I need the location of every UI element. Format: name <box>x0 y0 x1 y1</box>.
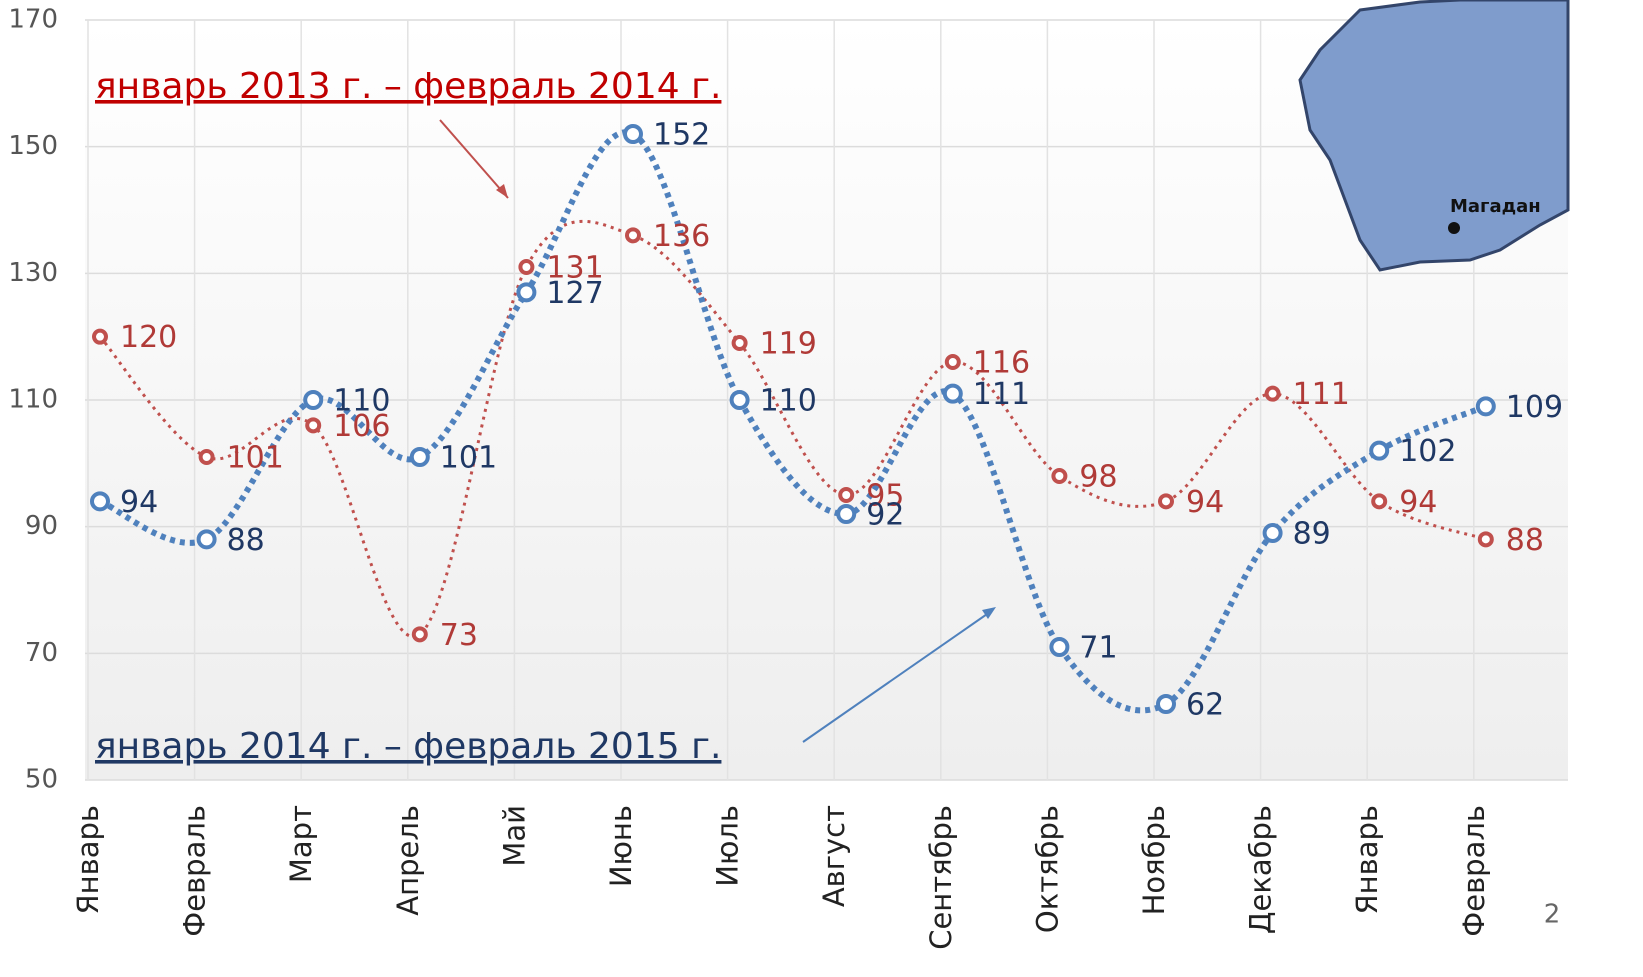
data-point <box>1480 533 1492 545</box>
x-tick-label: Март <box>284 805 318 883</box>
data-label: 110 <box>333 384 390 419</box>
data-point <box>945 386 961 402</box>
x-tick-label: Август <box>817 805 851 907</box>
data-point <box>840 489 852 501</box>
data-label: 120 <box>120 320 177 355</box>
data-point <box>1051 639 1067 655</box>
x-tick-label: Январь <box>1350 805 1384 914</box>
y-tick-label: 130 <box>8 258 58 288</box>
x-tick-label: Сентябрь <box>924 805 958 950</box>
data-label: 71 <box>1079 631 1117 666</box>
data-point <box>1265 525 1281 541</box>
data-point <box>520 261 532 273</box>
data-label: 102 <box>1399 434 1456 469</box>
data-point <box>625 126 641 142</box>
data-point <box>732 392 748 408</box>
y-tick-label: 150 <box>8 131 58 161</box>
data-label: 111 <box>973 377 1030 412</box>
data-label: 119 <box>760 327 817 362</box>
x-tick-label: Декабрь <box>1244 805 1278 934</box>
data-label: 116 <box>973 346 1030 381</box>
data-label: 92 <box>866 498 904 533</box>
y-tick-label: 170 <box>8 5 58 35</box>
data-label: 101 <box>227 441 284 476</box>
y-tick-label: 110 <box>8 385 58 415</box>
data-point <box>412 449 428 465</box>
data-point <box>201 451 213 463</box>
x-tick-label: Октябрь <box>1030 805 1064 933</box>
x-tick-label: Июль <box>711 805 745 887</box>
data-label: 94 <box>120 485 158 520</box>
data-label: 152 <box>653 118 710 153</box>
x-tick-label: Апрель <box>391 805 425 916</box>
data-point <box>518 284 534 300</box>
data-point <box>1158 696 1174 712</box>
y-tick-label: 90 <box>25 511 58 541</box>
data-point <box>94 331 106 343</box>
data-label: 111 <box>1293 377 1350 412</box>
data-point <box>1373 495 1385 507</box>
data-label: 88 <box>1506 523 1544 558</box>
data-point <box>305 392 321 408</box>
y-tick-label: 50 <box>25 765 58 795</box>
data-label: 88 <box>227 523 265 558</box>
x-tick-label: Февраль <box>178 805 212 937</box>
x-tick-label: Июнь <box>604 805 638 887</box>
data-point <box>734 337 746 349</box>
data-point <box>307 419 319 431</box>
data-label: 62 <box>1186 688 1224 723</box>
page-number: 2 <box>1544 900 1561 930</box>
data-point <box>199 531 215 547</box>
data-label: 98 <box>1079 460 1117 495</box>
x-tick-label: Февраль <box>1457 805 1491 937</box>
data-label: 127 <box>546 276 603 311</box>
data-point <box>1160 495 1172 507</box>
data-label: 136 <box>653 219 710 254</box>
y-tick-label: 70 <box>25 638 58 668</box>
data-point <box>92 493 108 509</box>
series-label: январь 2013 г. – февраль 2014 г. <box>95 66 721 107</box>
chart: Магадан январь 2013 г. – февраль 2014 г.… <box>0 0 1643 977</box>
data-label: 73 <box>440 618 478 653</box>
data-point <box>1478 398 1494 414</box>
data-point <box>1371 443 1387 459</box>
data-label: 89 <box>1293 517 1331 552</box>
data-label: 109 <box>1506 390 1563 425</box>
data-point <box>414 628 426 640</box>
map-label: Магадан <box>1450 196 1541 217</box>
x-tick-label: Май <box>497 805 531 867</box>
data-label: 101 <box>440 441 497 476</box>
series-label: январь 2014 г. – февраль 2015 г. <box>95 726 721 767</box>
data-point <box>1267 388 1279 400</box>
data-point <box>627 229 639 241</box>
data-label: 110 <box>760 384 817 419</box>
data-point <box>947 356 959 368</box>
page: {"chart_data": {"type": "line", "categor… <box>0 0 1643 977</box>
data-label: 94 <box>1186 485 1224 520</box>
data-label: 94 <box>1399 485 1437 520</box>
x-tick-label: Январь <box>71 805 105 914</box>
x-tick-label: Ноябрь <box>1137 805 1171 915</box>
data-point <box>838 506 854 522</box>
data-point <box>1053 470 1065 482</box>
